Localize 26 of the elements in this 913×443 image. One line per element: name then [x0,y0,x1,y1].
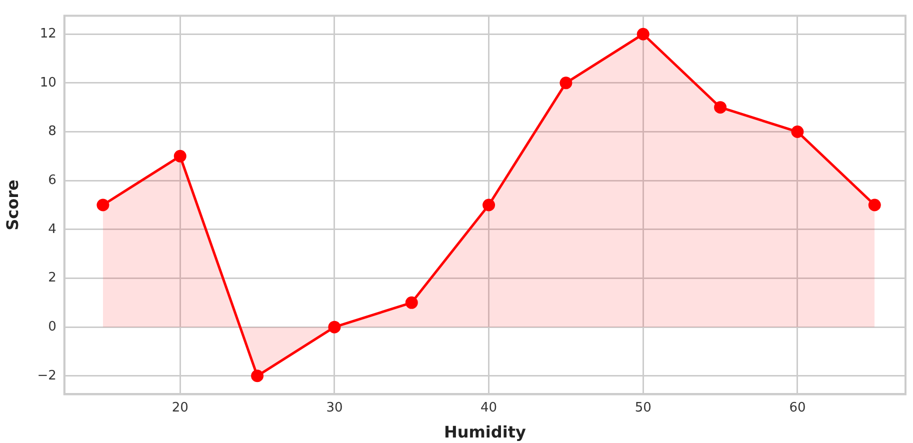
point [791,126,804,138]
point [868,198,881,212]
y-tick-label: 8 [48,124,56,140]
x-axis-title: Humidity [444,422,526,442]
y-tick-label: −2 [37,368,56,384]
point [251,370,264,382]
point [328,320,341,334]
point [96,198,110,212]
y-tick-label: 10 [40,75,56,90]
y-tick-label: 6 [48,172,56,188]
x-tick-label: 60 [789,400,806,416]
point [482,198,496,212]
point [636,28,650,40]
y-tick-label: 2 [48,270,56,286]
x-tick-label: 20 [172,400,188,416]
point [714,101,727,114]
y-tick-label: 4 [48,222,56,237]
y-axis-title: Score [2,179,22,230]
y-tick-label: 12 [40,26,56,42]
point [174,150,186,162]
y-tick-label: 0 [48,319,56,334]
x-tick-label: 50 [634,400,652,416]
x-tick-label: 30 [326,400,343,416]
x-tick-label: 40 [480,400,498,416]
point [560,76,572,90]
point [405,296,418,309]
